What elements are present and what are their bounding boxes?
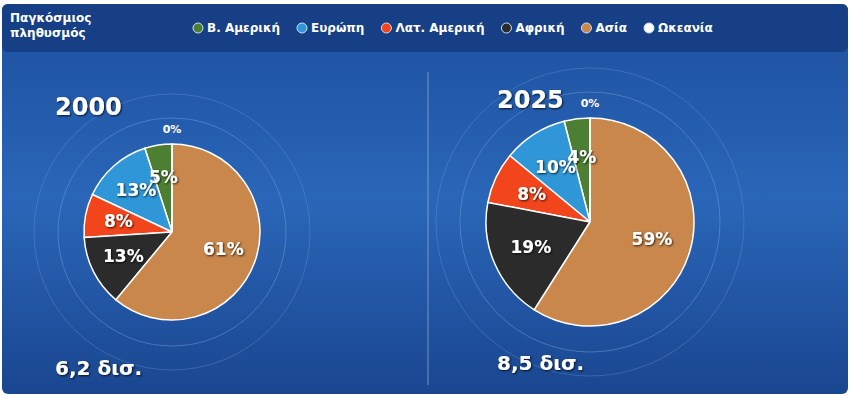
data-label: 19% (510, 237, 551, 257)
legend-swatch (297, 23, 307, 33)
data-label: 13% (116, 180, 157, 200)
data-label: 10% (535, 157, 576, 177)
pie-year: 2025 (497, 86, 564, 114)
legend-label: Ασία (595, 21, 627, 35)
legend-swatch (581, 23, 591, 33)
data-label: 8% (104, 211, 133, 231)
pie-group: 4%10%8%19%59%0% (436, 68, 744, 376)
decor-ring (436, 68, 744, 376)
decor-ring (460, 92, 720, 352)
chart-title: Παγκόσμιοςπληθυσμός (10, 11, 91, 40)
pie-slice (92, 148, 172, 232)
pie-slice (84, 195, 172, 238)
legend-label: Ευρώπη (311, 21, 364, 35)
pie-total: 8,5 δισ. (497, 351, 584, 375)
slices (486, 118, 694, 326)
legend: Β. Αμερική Ευρώπη Λατ. Αμερική Αφρική Ασία Ωκ… (193, 21, 713, 35)
data-label: 8% (517, 184, 546, 204)
data-label: 59% (632, 229, 673, 249)
pie-slice (589, 118, 591, 222)
data-label: 61% (203, 239, 244, 259)
decor-ring (34, 94, 310, 370)
data-label: 0% (163, 123, 182, 136)
legend-label: Λατ. Αμερική (395, 21, 484, 35)
pie-year: 2000 (55, 93, 122, 121)
pie-group: 5%13%8%13%61%0% (34, 94, 310, 370)
legend-swatch (193, 23, 203, 33)
divider (428, 72, 429, 385)
data-labels: 4%10%8%19%59%0% (510, 97, 672, 257)
data-labels: 5%13%8%13%61%0% (103, 123, 244, 266)
legend-swatch (381, 23, 391, 33)
panel-background (2, 4, 848, 394)
data-label: 13% (103, 246, 144, 266)
header-band (2, 4, 848, 52)
pie-slice (171, 144, 173, 232)
pie-slice (534, 118, 694, 326)
pie-slice (116, 144, 260, 320)
decor-ring (58, 118, 286, 346)
page-background (0, 0, 852, 398)
chart-svg: Παγκόσμιοςπληθυσμός Β. Αμερική Ευρώπη Λατ. … (0, 0, 852, 398)
chart-container: Παγκόσμιοςπληθυσμός Β. Αμερική Ευρώπη Λατ. … (0, 0, 852, 398)
legend-label: Β. Αμερική (207, 21, 280, 35)
slices (84, 144, 260, 320)
legend-swatch (501, 23, 511, 33)
legend-label: Ωκεανία (658, 21, 713, 35)
legend-swatch (644, 23, 654, 33)
legend-label: Αφρική (515, 21, 564, 35)
data-label: 0% (581, 97, 600, 110)
pie-total: 6,2 δισ. (55, 356, 142, 380)
